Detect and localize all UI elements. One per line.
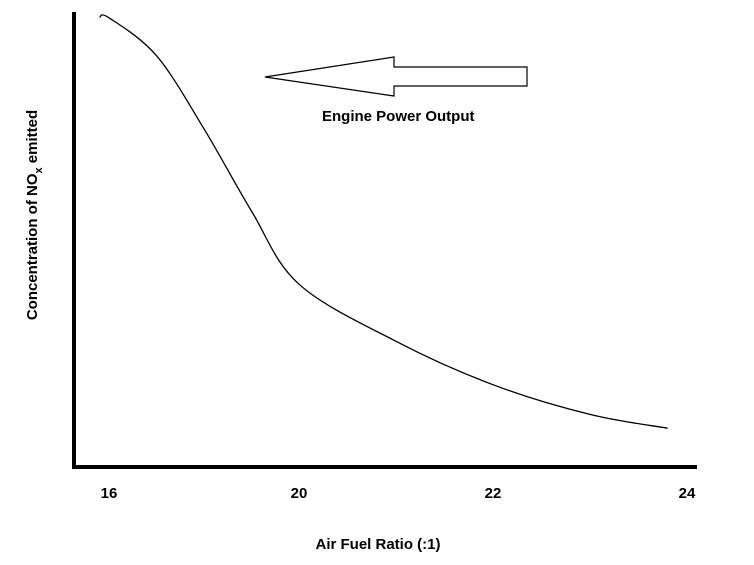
x-tick-label: 20 bbox=[291, 485, 308, 502]
y-axis-title-subscript: x bbox=[33, 166, 45, 173]
y-axis-title-suffix: emitted bbox=[24, 110, 41, 168]
engine-power-arrow-icon bbox=[264, 56, 528, 97]
engine-power-annotation: Engine Power Output bbox=[322, 108, 475, 125]
y-axis-title: Concentration of NOx emitted bbox=[24, 110, 45, 320]
x-tick-label: 24 bbox=[679, 485, 696, 502]
y-axis-title-prefix: Concentration of NO bbox=[24, 173, 41, 320]
nox-curve-line bbox=[99, 14, 668, 429]
x-tick-label: 16 bbox=[101, 485, 118, 502]
x-tick-label: 22 bbox=[485, 485, 502, 502]
x-tick-labels: 16 20 22 24 bbox=[101, 485, 696, 502]
x-axis-title: Air Fuel Ratio (:1) bbox=[315, 536, 440, 553]
